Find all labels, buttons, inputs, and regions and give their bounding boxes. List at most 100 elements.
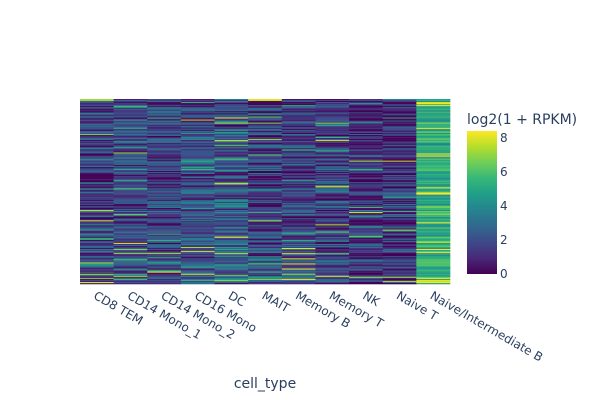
heatmap-cell [416, 265, 451, 267]
heatmap-cell [113, 186, 148, 188]
heatmap-cell [214, 117, 249, 119]
heatmap-cell [113, 234, 148, 236]
heatmap-cell [113, 208, 148, 211]
heatmap-cell [248, 267, 283, 269]
heatmap-cell [180, 257, 215, 259]
heatmap-cell [281, 258, 316, 260]
heatmap-cell [315, 277, 350, 280]
heatmap-cell [349, 125, 384, 128]
heatmap-cell [382, 148, 417, 150]
heatmap-cell [214, 219, 249, 221]
heatmap-cell [315, 106, 350, 108]
heatmap-cell [80, 234, 114, 236]
heatmap-cell [416, 241, 451, 244]
heatmap-cell [416, 132, 451, 135]
heatmap-cell [281, 223, 316, 225]
heatmap-cell [80, 280, 114, 283]
heatmap-cell [113, 189, 148, 191]
heatmap-cell [248, 101, 283, 103]
heatmap-cell [180, 121, 215, 123]
colorbar-tick-label: 6 [500, 165, 508, 179]
heatmap-cell [382, 105, 417, 107]
heatmap-cell [214, 146, 249, 148]
heatmap-cell [180, 117, 215, 119]
heatmap-cell [416, 182, 451, 184]
heatmap-cell [315, 169, 350, 172]
heatmap-cell [214, 177, 249, 179]
heatmap-cell [214, 167, 249, 170]
heatmap-cell [80, 162, 114, 165]
heatmap-cell [180, 167, 215, 170]
heatmap-cell [248, 144, 283, 146]
heatmap-cell [180, 168, 215, 171]
heatmap-cell [248, 197, 283, 199]
heatmap-cell [147, 125, 182, 128]
heatmap-cell [80, 211, 114, 213]
heatmap-cell [315, 168, 350, 171]
heatmap-cell [281, 238, 316, 241]
heatmap-cell [113, 110, 148, 112]
heatmap-cell [315, 199, 350, 202]
heatmap-cell [248, 248, 283, 250]
heatmap-cell [147, 144, 182, 146]
heatmap-cell [315, 187, 350, 189]
heatmap-cell [80, 146, 114, 148]
heatmap-cell [147, 258, 182, 260]
heatmap-cell [214, 132, 249, 135]
heatmap-cell [147, 129, 182, 132]
heatmap-cell [281, 278, 316, 281]
heatmap-cell [382, 230, 417, 232]
heatmap-cell [80, 147, 114, 149]
heatmap-cell [416, 208, 451, 211]
heatmap-cell [147, 270, 182, 272]
heatmap-cell [214, 224, 249, 226]
heatmap-cell [180, 250, 215, 252]
heatmap-cell [248, 102, 283, 104]
heatmap-cell [214, 189, 249, 191]
heatmap-cell [248, 239, 283, 242]
heatmap-cell [315, 139, 350, 141]
heatmap-cell [281, 267, 316, 269]
heatmap-cell [315, 134, 350, 137]
heatmap-cell [382, 218, 417, 220]
heatmap-cell [315, 133, 350, 136]
heatmap-cell [315, 212, 350, 214]
heatmap-cell [416, 188, 451, 190]
heatmap-cell [349, 197, 384, 199]
heatmap-cell [214, 174, 249, 176]
heatmap-cell [214, 282, 249, 285]
heatmap-cell [315, 255, 350, 257]
heatmap-cell [214, 121, 249, 123]
heatmap-cell [113, 253, 148, 255]
heatmap-cell [315, 147, 350, 149]
heatmap-cell [147, 221, 182, 223]
heatmap-cell [80, 250, 114, 252]
heatmap-cell [281, 138, 316, 140]
heatmap-cell [180, 210, 215, 212]
heatmap-cell [113, 261, 148, 263]
heatmap-cell [315, 149, 350, 151]
heatmap-cell [80, 112, 114, 114]
heatmap-cell [349, 236, 384, 239]
heatmap-cell [248, 126, 283, 129]
heatmap-cell [315, 105, 350, 107]
heatmap-cell [147, 174, 182, 176]
heatmap-cell [180, 189, 215, 191]
heatmap-cell [382, 184, 417, 186]
heatmap-cell [147, 220, 182, 222]
heatmap-cell [382, 151, 417, 153]
heatmap-cell [349, 238, 384, 241]
heatmap-cell [416, 194, 451, 196]
heatmap-cell [416, 170, 451, 173]
heatmap-cell [281, 115, 316, 117]
heatmap-cell [315, 214, 350, 216]
heatmap-cell [113, 204, 148, 207]
heatmap-cell [248, 189, 283, 191]
heatmap-cell [180, 208, 215, 211]
heatmap-cell [113, 140, 148, 142]
heatmap-cell [180, 107, 215, 109]
heatmap-cell [80, 255, 114, 257]
heatmap-cell [416, 199, 451, 202]
heatmap-cell [214, 143, 249, 145]
heatmap-cell [281, 145, 316, 147]
